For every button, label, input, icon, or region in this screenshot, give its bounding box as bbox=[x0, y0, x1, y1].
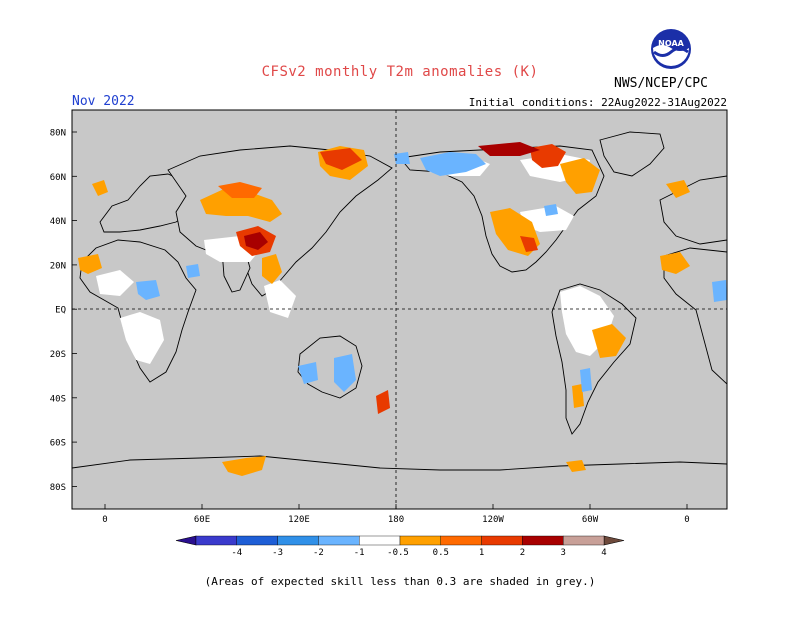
anomaly-patch bbox=[334, 354, 356, 392]
anomaly-patch bbox=[580, 368, 592, 392]
colorbar-bin bbox=[195, 535, 237, 546]
colorbar-bin bbox=[277, 535, 319, 546]
skill-area bbox=[264, 280, 296, 318]
colorbar-bin bbox=[563, 535, 605, 546]
colorbar-label: -0.5 bbox=[387, 548, 409, 558]
skill-area bbox=[120, 312, 164, 364]
colorbar-label: -2 bbox=[313, 548, 324, 558]
anomaly-patch bbox=[478, 142, 540, 156]
anomaly-regions bbox=[72, 131, 727, 509]
longitude-tick-label: 60E bbox=[194, 515, 210, 525]
anomaly-patch bbox=[298, 362, 318, 384]
anomaly-patch bbox=[244, 232, 268, 250]
anomaly-patch bbox=[218, 182, 262, 198]
anomaly-patch bbox=[376, 390, 390, 414]
anomaly-patch bbox=[78, 254, 102, 274]
colorbar: -4 -3 -2 -1 -0.5 0.5 1 2 3 4 bbox=[175, 535, 625, 558]
colorbar-bin bbox=[399, 535, 441, 546]
map-title: CFSv2 monthly T2m anomalies (K) bbox=[261, 64, 539, 80]
colorbar-label: -3 bbox=[272, 548, 283, 558]
anomaly-patch bbox=[186, 264, 200, 278]
skill-area bbox=[96, 270, 134, 296]
latitude-tick-label: 80S bbox=[50, 483, 66, 493]
colorbar-label: 0.5 bbox=[433, 548, 449, 558]
anomaly-patch bbox=[572, 384, 584, 408]
anomaly-patch bbox=[660, 252, 690, 274]
colorbar-bin bbox=[359, 535, 401, 546]
skill-area bbox=[520, 206, 574, 232]
latitude-tick-label: EQ bbox=[55, 306, 66, 316]
colorbar-label: 4 bbox=[601, 548, 606, 558]
colorbar-bin bbox=[440, 535, 482, 546]
longitude-tick-label: 0 bbox=[684, 515, 689, 525]
colorbar-max-arrow bbox=[603, 535, 625, 546]
anomaly-patch bbox=[200, 188, 282, 222]
latitude-tick-label: 60S bbox=[50, 439, 66, 449]
anomaly-patch bbox=[560, 158, 600, 194]
skill-footnote: (Areas of expected skill less than 0.3 a… bbox=[204, 575, 596, 588]
colorbar-bin bbox=[318, 535, 360, 546]
anomaly-patch bbox=[92, 180, 108, 196]
landmass-greenland bbox=[599, 131, 665, 177]
latitude-tick-label: 40N bbox=[50, 217, 66, 227]
longitude-tick-label: 180 bbox=[388, 515, 404, 525]
longitude-tick-label: 120E bbox=[288, 515, 310, 525]
colorbar-label: 1 bbox=[479, 548, 484, 558]
latitude-tick-label: 20N bbox=[50, 261, 66, 271]
longitude-axis: 0 60E 120E 180 120W 60W 0 bbox=[102, 504, 690, 525]
anomaly-patch bbox=[544, 204, 558, 216]
anomaly-patch bbox=[420, 152, 486, 176]
colorbar-bin bbox=[522, 535, 564, 546]
colorbar-label: -1 bbox=[354, 548, 365, 558]
warm-anomalies bbox=[78, 142, 690, 476]
anomaly-patch bbox=[566, 460, 586, 472]
colorbar-bin bbox=[481, 535, 523, 546]
latitude-tick-label: 40S bbox=[50, 394, 66, 404]
longitude-tick-label: 0 bbox=[102, 515, 107, 525]
anomaly-patch bbox=[262, 254, 282, 284]
longitude-tick-label: 60W bbox=[582, 515, 599, 525]
anomaly-patch bbox=[320, 148, 362, 170]
anomaly-patch bbox=[666, 180, 690, 198]
latitude-axis: 80N 60N 40N 20N EQ 20S 40S 60S 80S bbox=[50, 129, 77, 493]
colorbar-bin bbox=[236, 535, 278, 546]
latitude-tick-label: 20S bbox=[50, 350, 66, 360]
anomaly-patch bbox=[136, 280, 160, 300]
organization-label: NWS/NCEP/CPC bbox=[614, 76, 708, 91]
longitude-tick-label: 120W bbox=[482, 515, 504, 525]
forecast-period: Nov 2022 bbox=[72, 94, 135, 109]
anomaly-patch bbox=[394, 152, 410, 164]
colorbar-label: 2 bbox=[520, 548, 525, 558]
colorbar-min-arrow bbox=[175, 535, 197, 546]
anomaly-patch bbox=[222, 456, 266, 476]
noaa-logo: NOAA bbox=[651, 29, 691, 69]
anomaly-patch bbox=[520, 236, 538, 252]
latitude-tick-label: 80N bbox=[50, 129, 66, 139]
initial-conditions: Initial conditions: 22Aug2022-31Aug2022 bbox=[468, 96, 727, 109]
colorbar-label: -4 bbox=[231, 548, 242, 558]
colorbar-label: 3 bbox=[560, 548, 565, 558]
logo-lettering: NOAA bbox=[658, 39, 684, 48]
latitude-tick-label: 60N bbox=[50, 173, 66, 183]
anomaly-patch bbox=[712, 280, 727, 302]
cold-anomalies bbox=[136, 152, 727, 392]
anomaly-patch bbox=[592, 324, 626, 358]
landmass-africa-east bbox=[663, 247, 727, 385]
